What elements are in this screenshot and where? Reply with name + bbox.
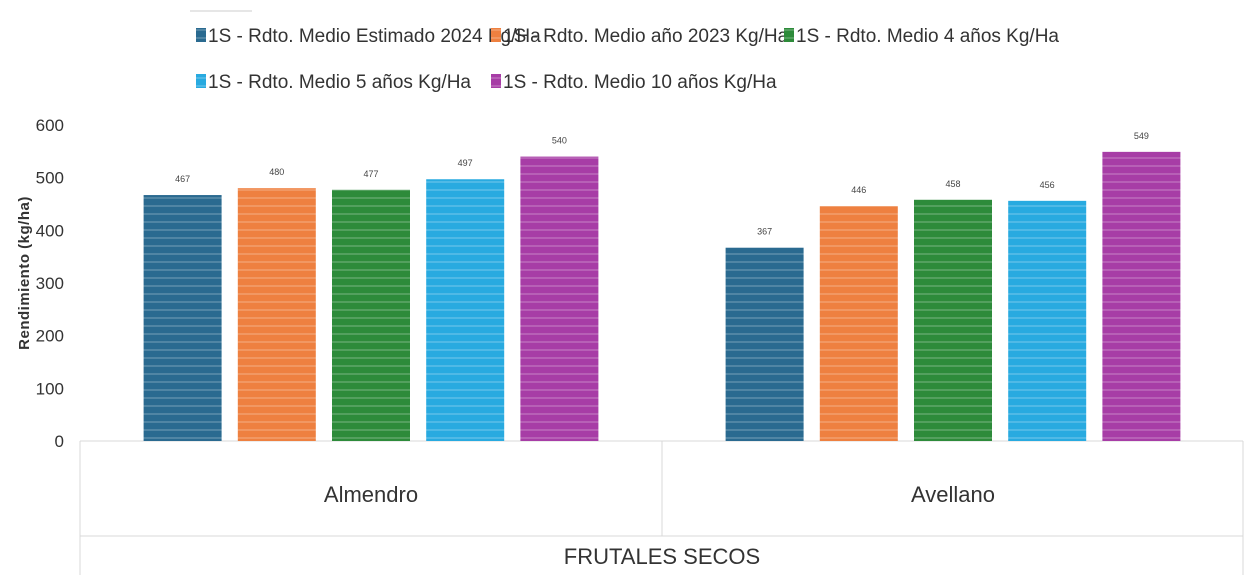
bar-almendro-series-4 [426, 179, 505, 441]
data-label-avellano-series-3: 458 [945, 179, 960, 189]
y-tick-label: 100 [36, 379, 64, 398]
y-axis-title: Rendimiento (kg/ha) [16, 196, 33, 350]
data-labels: 467 480 477 497 540 367 446 458 456 549 [175, 131, 1149, 237]
data-label-avellano-series-1: 367 [757, 227, 772, 237]
legend-label-4: 1S - Rdto. Medio 5 años Kg/Ha [208, 72, 471, 93]
category-labels: Almendro Avellano [324, 482, 995, 507]
y-tick-label: 600 [36, 116, 64, 135]
data-label-almendro-series-1: 467 [175, 174, 190, 184]
bar-almendro-series-3 [332, 189, 410, 441]
legend-swatch-4 [196, 74, 206, 88]
data-label-almendro-series-5: 540 [552, 136, 567, 146]
legend-swatch-5 [491, 74, 501, 88]
data-label-avellano-series-5: 549 [1134, 131, 1149, 141]
y-tick-label: 200 [36, 327, 64, 346]
bar-avellano-series-1 [725, 247, 804, 441]
bar-almendro-series-1 [143, 195, 222, 441]
bar-avellano-series-2 [819, 206, 898, 441]
bar-almendro-series-5 [520, 156, 599, 441]
bar-almendro-series-2 [237, 188, 316, 441]
y-tick-label: 400 [36, 221, 64, 240]
group-label: FRUTALES SECOS [564, 544, 760, 569]
y-tick-label: 300 [36, 274, 64, 293]
y-tick-label: 500 [36, 169, 64, 188]
category-label-avellano: Avellano [911, 482, 995, 507]
legend-swatch-1 [196, 28, 206, 42]
legend-swatch-2 [491, 28, 501, 42]
y-tick-label: 0 [55, 432, 64, 451]
legend-label-3: 1S - Rdto. Medio 4 años Kg/Ha [796, 26, 1059, 47]
data-label-avellano-series-2: 446 [851, 185, 866, 195]
category-label-almendro: Almendro [324, 482, 418, 507]
legend-label-2: 1S - Rdto. Medio año 2023 Kg/Ha [503, 26, 789, 47]
data-label-almendro-series-2: 480 [269, 167, 284, 177]
legend-label-1: 1S - Rdto. Medio Estimado 2024 Kg/Ha [208, 26, 541, 47]
bar-avellano-series-4 [1008, 200, 1087, 441]
bar-avellano-series-5 [1102, 151, 1181, 442]
legend-swatch-3 [784, 28, 794, 42]
data-label-almendro-series-3: 477 [363, 169, 378, 179]
y-axis: 0 100 200 300 400 500 600 [36, 116, 64, 451]
bar-avellano-series-3 [914, 199, 992, 441]
bars [143, 151, 1181, 442]
data-label-almendro-series-4: 497 [458, 158, 473, 168]
legend-label-5: 1S - Rdto. Medio 10 años Kg/Ha [503, 72, 777, 93]
data-label-avellano-series-4: 456 [1040, 180, 1055, 190]
